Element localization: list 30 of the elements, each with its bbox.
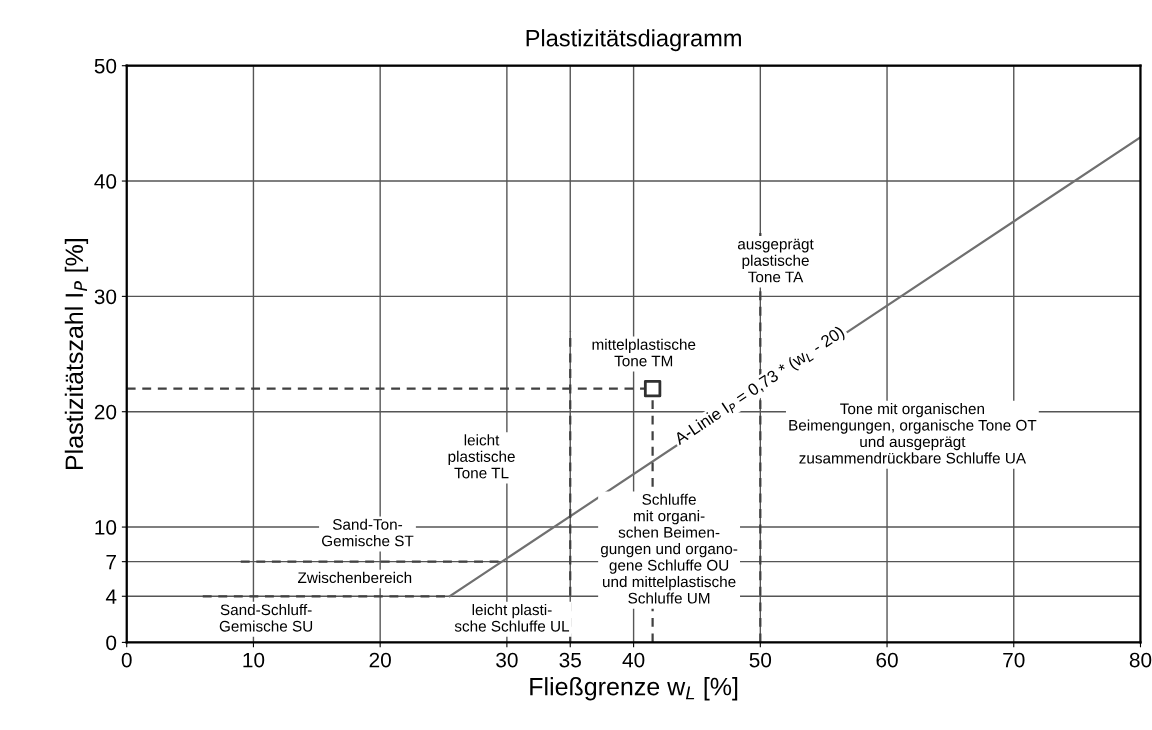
annotation: leicht plastische Tone TL — [448, 434, 515, 479]
x-tick-label: 35 — [559, 652, 581, 668]
annotation: mittelplastische Tone TM — [592, 338, 696, 367]
x-tick-label: 20 — [369, 652, 391, 668]
x-tick-label: 80 — [1129, 652, 1152, 668]
annotation: ausgeprägt plastische Tone TA — [737, 238, 814, 283]
x-tick-label: 10 — [243, 652, 265, 668]
x-tick-label: 70 — [1003, 652, 1025, 668]
y-tick-label: 30 — [94, 289, 117, 305]
x-tick-label: 30 — [496, 652, 518, 668]
y-tick-label: 20 — [94, 404, 117, 420]
y-tick-label: 7 — [106, 554, 116, 570]
annotation: Tone mit organischen Beimengungen, organische Tone OT und ausgeprägt zusammendrückbare Schluffe UA — [789, 402, 1037, 464]
y-tick-label: 10 — [95, 520, 117, 535]
annotation: Sand-Ton- Gemische ST — [321, 518, 414, 547]
y-tick-label: 50 — [94, 58, 117, 74]
x-tick-label: 40 — [622, 652, 645, 668]
x-axis-title: Fließgrenze w$_{L}$ [%] — [530, 677, 738, 701]
y-tick-label: 0 — [106, 635, 117, 651]
chart-title: Plastizitätsdiagramm — [526, 29, 741, 52]
annotation: Sand-Schluff- Gemische SU — [219, 603, 313, 632]
annotation: leicht plasti- sche Schluffe UL — [454, 603, 570, 632]
x-tick-label: 60 — [876, 652, 898, 668]
y-tick-label: 4 — [105, 589, 117, 604]
y-axis-title: Plastizitätszahl I$_{P}$ [%] — [64, 239, 89, 469]
x-tick-label: 50 — [749, 652, 772, 668]
annotation: Schluffe mit organi- schen Beimen- gungen und organo- gene Schluffe OU und mittelplastische Schluffe UM — [600, 493, 738, 604]
x-tick-label: 0 — [121, 652, 132, 668]
annotation: Zwischenbereich — [297, 571, 412, 584]
y-tick-label: 40 — [94, 174, 117, 189]
